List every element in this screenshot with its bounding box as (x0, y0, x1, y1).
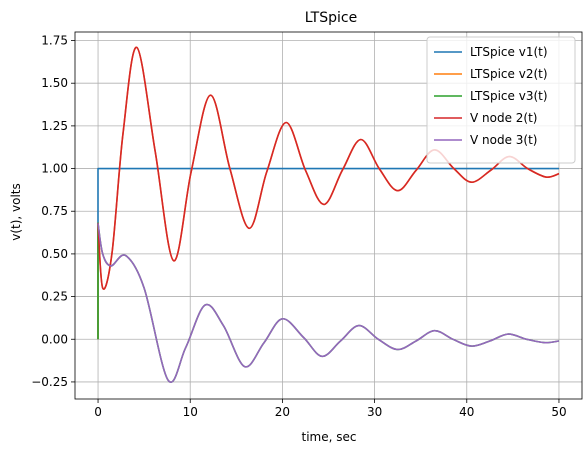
x-axis-label: time, sec (302, 430, 357, 444)
ticks: 0 10 20 30 40 50 −0.25 0.00 0.25 0.50 0.75 1.00 1.25… (31, 34, 566, 419)
chart-title: LTSpice (305, 10, 357, 26)
y-tick-label: 0.00 (41, 332, 68, 346)
y-tick-label: 1.25 (41, 119, 68, 133)
x-tick-label: 50 (551, 405, 566, 419)
plot-frame (74, 31, 583, 400)
legend-box (426, 36, 576, 164)
series-line-ltspice-v1-t (97, 167, 559, 340)
legend-label: LTSpice v1(t) (470, 45, 548, 59)
y-tick-label: 1.50 (41, 76, 68, 90)
legend-label: LTSpice v2(t) (470, 67, 548, 81)
y-tick-label: 0.50 (41, 247, 68, 261)
series-line-v-node-2-t (97, 46, 560, 290)
y-tick-label: 1.75 (41, 34, 68, 48)
legend-label: V node 3(t) (470, 133, 538, 147)
series-layer (97, 46, 560, 383)
legend: LTSpice v1(t) LTSpice v2(t) LTSpice v3(t) V… (426, 36, 576, 164)
x-tick-label: 20 (275, 405, 290, 419)
y-tick-label: −0.25 (31, 375, 68, 389)
x-tick-label: 40 (459, 405, 474, 419)
y-tick-label: 0.25 (41, 290, 68, 304)
legend-label: V node 2(t) (470, 111, 538, 125)
series-line-v-node-3-t (97, 223, 560, 383)
y-axis-label: v(t), volts (9, 183, 23, 241)
y-tick-label: 1.00 (41, 162, 68, 176)
x-tick-label: 30 (367, 405, 382, 419)
legend-label: LTSpice v3(t) (470, 89, 548, 103)
x-tick-label: 10 (183, 405, 198, 419)
y-tick-label: 0.75 (41, 204, 68, 218)
x-tick-label: 0 (94, 405, 102, 419)
